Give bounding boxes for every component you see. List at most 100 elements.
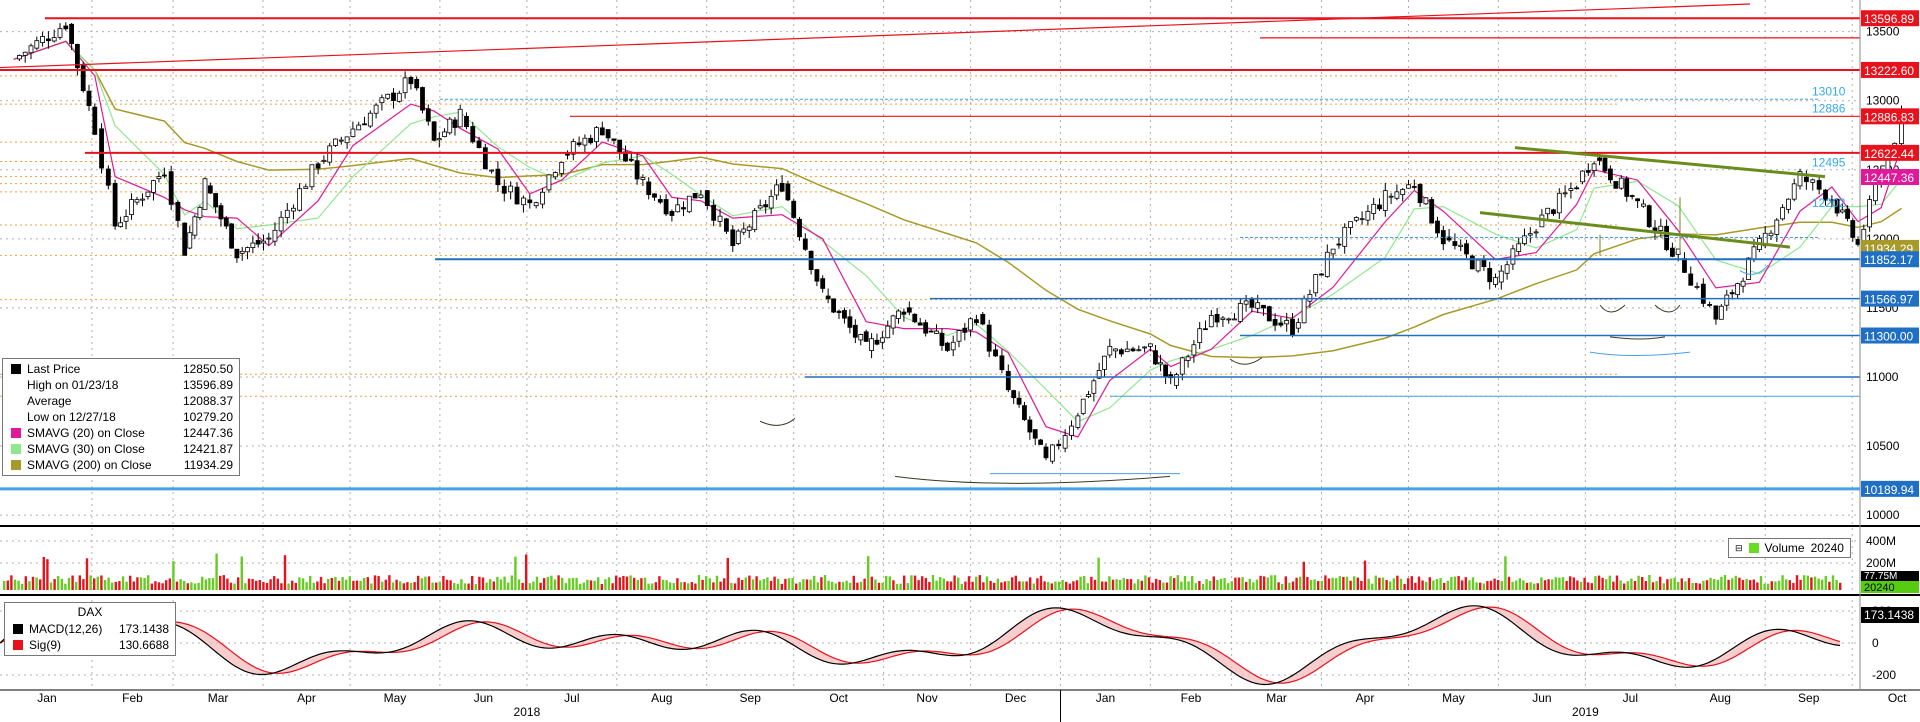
macd-legend-row-macd: MACD(12,26) 173.1438 — [5, 621, 175, 637]
candle-body — [356, 124, 362, 131]
volume-bar — [1540, 577, 1543, 590]
legend-row: High on 01/23/18 13596.89 — [3, 377, 239, 393]
volume-bar — [39, 579, 42, 590]
volume-bar — [78, 575, 81, 590]
y-tick-label: 11000 — [1866, 370, 1899, 384]
volume-bar — [1659, 576, 1662, 590]
legend-swatch — [11, 364, 21, 374]
price-tag — [1861, 571, 1919, 581]
volume-bar — [867, 556, 870, 590]
volume-bar — [273, 576, 276, 590]
candle-body — [1158, 362, 1163, 365]
price-tag-label: 13596.89 — [1864, 12, 1914, 26]
candle-body — [1226, 318, 1232, 321]
volume-bar — [262, 581, 265, 590]
volume-bar — [341, 577, 344, 590]
candle-body — [1562, 192, 1568, 195]
volume-bar — [395, 579, 398, 590]
candle-body — [1608, 168, 1613, 181]
candle-body — [945, 342, 950, 351]
candle-body — [1049, 444, 1055, 462]
candle-body — [640, 177, 646, 180]
volume-legend-label: Volume — [1764, 541, 1805, 555]
candle-body — [896, 310, 901, 320]
volume-bar — [712, 582, 715, 590]
volume-bar — [485, 582, 488, 590]
volume-bar — [1320, 580, 1323, 590]
candle-body — [934, 330, 939, 334]
volume-bar — [647, 583, 650, 590]
volume-bar — [687, 583, 690, 590]
candle-body — [218, 205, 224, 220]
candle-body — [1022, 405, 1027, 420]
volume-bar — [1306, 577, 1309, 590]
candle-body — [1646, 205, 1652, 228]
candle-body — [1452, 241, 1458, 246]
volume-bar — [636, 579, 639, 590]
volume-bar — [240, 556, 243, 590]
x-tick-label: Apr — [1356, 691, 1375, 705]
candle-body — [362, 123, 367, 126]
candle-body — [1119, 349, 1124, 355]
volume-bar — [377, 576, 380, 590]
volume-bar — [1738, 577, 1741, 590]
candle-body — [669, 211, 675, 216]
candle-body — [379, 97, 385, 104]
y-tick-label: 200M — [1866, 556, 1896, 570]
candle-body — [1545, 207, 1551, 215]
volume-bar — [964, 581, 967, 590]
candle-body — [757, 205, 763, 209]
candle-body — [540, 191, 545, 205]
volume-bar — [1007, 581, 1010, 590]
candle-body — [321, 159, 327, 162]
volume-bar — [93, 578, 96, 590]
volume-bar — [640, 578, 643, 590]
volume-bar — [1126, 579, 1129, 590]
volume-bar — [1677, 581, 1680, 590]
volume-bar — [809, 579, 812, 590]
candle-body — [391, 92, 396, 101]
volume-bar — [1191, 575, 1194, 590]
volume-bar — [1288, 582, 1291, 590]
candle-body — [338, 139, 344, 142]
volume-bar — [305, 582, 308, 590]
volume-bar — [1741, 579, 1745, 590]
volume-bar — [1551, 579, 1554, 590]
volume-bar — [683, 582, 686, 590]
candle-body — [1278, 322, 1284, 326]
candle-body — [1700, 283, 1706, 304]
candle-body — [1290, 318, 1295, 336]
volume-bar — [1576, 580, 1579, 590]
volume-bar — [1227, 583, 1230, 590]
candle-body — [1342, 226, 1348, 247]
volume-bar — [615, 575, 618, 590]
volume-bar — [1669, 578, 1673, 590]
volume-bar — [1097, 557, 1100, 590]
candle-body — [628, 159, 634, 161]
candle-body — [134, 199, 140, 203]
candle-body — [145, 191, 151, 197]
candle-body — [291, 207, 296, 212]
volume-swatch — [1748, 543, 1759, 553]
volume-bar — [449, 580, 452, 590]
volume-bar — [1169, 576, 1172, 590]
candle-body — [1810, 179, 1816, 183]
candle-body — [508, 185, 514, 193]
macd-swatch — [13, 624, 23, 634]
candle-body — [1027, 419, 1033, 433]
candle-body — [1062, 435, 1068, 449]
volume-bar — [514, 556, 517, 590]
candle-body — [1136, 349, 1142, 352]
volume-bar — [1252, 582, 1255, 590]
volume-bar — [298, 577, 301, 590]
candle-body — [1191, 344, 1197, 356]
volume-bar — [161, 583, 164, 590]
candle-body — [464, 116, 469, 128]
volume-bar — [13, 579, 17, 590]
pattern-arc — [1599, 304, 1626, 313]
volume-bar — [1428, 577, 1431, 590]
volume-bar — [1489, 580, 1493, 590]
volume-bar — [463, 583, 467, 590]
volume-bar — [1507, 576, 1511, 590]
volume-bar — [543, 578, 546, 590]
